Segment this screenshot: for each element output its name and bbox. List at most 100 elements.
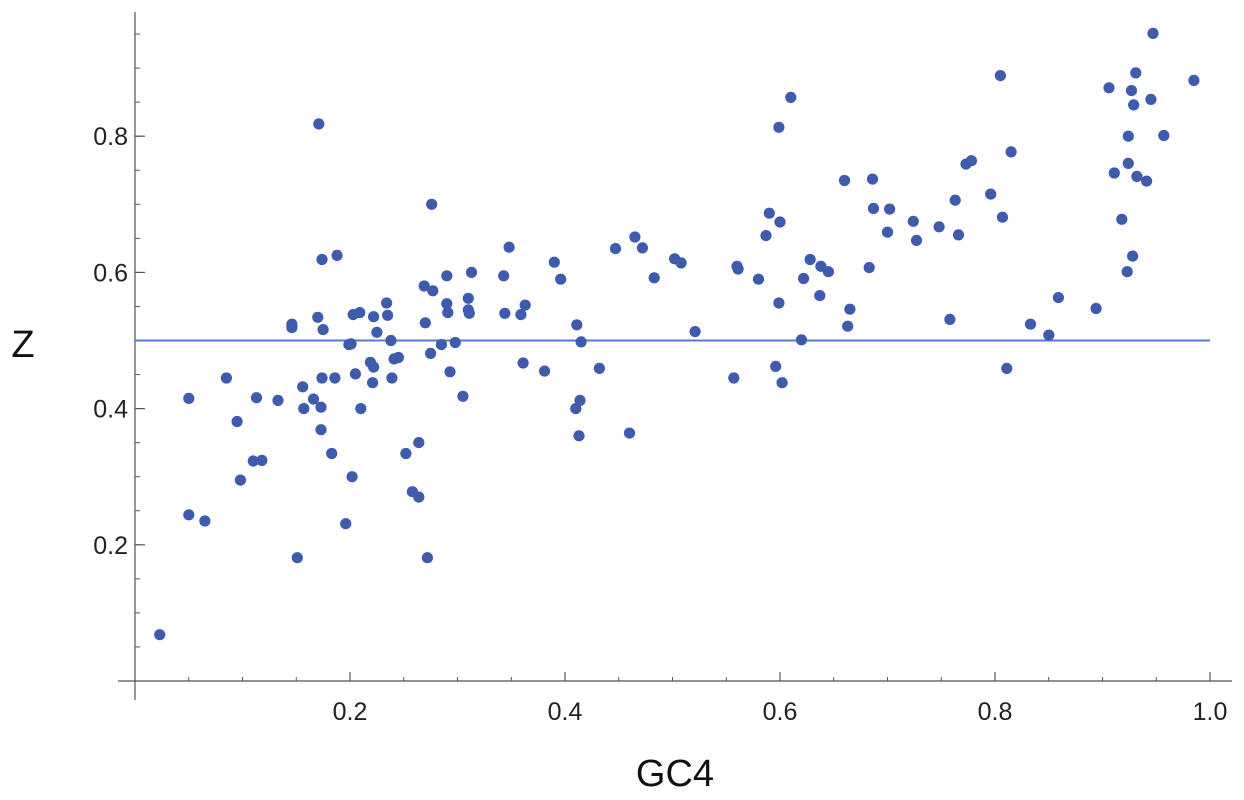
data-point: [1147, 27, 1159, 39]
y-tick-label: 0.4: [93, 396, 128, 424]
data-point: [331, 249, 343, 261]
data-point: [426, 198, 438, 210]
data-point: [636, 242, 649, 254]
data-point: [199, 515, 211, 527]
data-point: [985, 188, 997, 200]
data-point: [499, 307, 511, 319]
data-point: [316, 372, 328, 384]
data-point: [773, 121, 785, 133]
data-point: [354, 307, 366, 319]
data-point: [798, 272, 810, 285]
data-point: [183, 392, 195, 404]
data-point: [298, 403, 310, 415]
data-point: [774, 216, 786, 228]
data-point: [421, 552, 433, 564]
data-point: [435, 339, 447, 351]
data-point: [462, 292, 474, 304]
data-point: [629, 231, 641, 243]
data-point: [949, 194, 961, 206]
data-point: [442, 307, 454, 319]
data-point: [752, 273, 765, 285]
x-tick-label: 0.2: [333, 698, 368, 726]
data-point: [863, 262, 875, 274]
data-point: [346, 471, 358, 483]
data-point: [312, 311, 324, 323]
data-point: [1131, 170, 1143, 182]
data-point: [785, 91, 797, 103]
data-point: [944, 313, 956, 325]
data-point: [760, 230, 772, 242]
data-point: [1188, 74, 1200, 86]
data-point: [867, 202, 880, 214]
data-point: [444, 366, 456, 378]
data-point: [345, 338, 357, 350]
data-point: [498, 270, 510, 282]
data-point: [272, 394, 284, 406]
data-point: [517, 357, 529, 369]
data-point: [728, 372, 740, 384]
data-point: [571, 319, 583, 331]
data-point: [355, 403, 367, 415]
x-tick-label: 0.4: [548, 698, 583, 726]
data-point: [593, 362, 606, 374]
data-point: [419, 317, 431, 329]
data-point: [329, 372, 341, 384]
data-point: [367, 377, 379, 389]
data-point: [368, 361, 380, 373]
data-point: [555, 273, 567, 285]
data-point: [427, 285, 439, 297]
data-point: [400, 447, 412, 460]
data-point: [822, 266, 835, 278]
data-point: [371, 326, 383, 338]
y-axis-title: Z: [11, 324, 34, 366]
data-point: [413, 491, 425, 503]
data-point: [349, 368, 361, 380]
data-point: [838, 174, 851, 187]
data-point: [326, 447, 338, 460]
data-point: [519, 299, 531, 311]
data-point: [465, 266, 478, 278]
data-point: [503, 241, 515, 253]
data-point: [732, 263, 744, 275]
data-point: [776, 377, 788, 389]
data-point: [317, 324, 329, 336]
y-tick-label: 0.2: [93, 532, 128, 560]
data-point: [609, 243, 622, 255]
data-point: [689, 326, 701, 338]
data-point: [1121, 266, 1133, 278]
data-point: [1052, 292, 1064, 304]
data-point: [256, 454, 268, 466]
data-point: [773, 297, 785, 309]
data-point: [291, 552, 303, 564]
data-point: [1130, 67, 1142, 79]
data-point: [231, 415, 243, 428]
data-point: [866, 173, 879, 185]
data-point: [804, 253, 816, 266]
data-point: [154, 629, 166, 641]
data-point: [441, 298, 453, 310]
data-point: [573, 430, 585, 442]
data-point: [413, 437, 425, 449]
data-point: [392, 351, 404, 364]
data-point: [1141, 175, 1153, 187]
data-point: [386, 372, 398, 384]
data-point: [234, 474, 246, 486]
data-point: [814, 290, 826, 302]
data-point: [316, 253, 328, 266]
data-point: [884, 203, 896, 215]
data-point: [315, 424, 327, 436]
data-point: [1108, 167, 1120, 179]
data-point: [648, 272, 660, 284]
data-point: [1127, 250, 1139, 262]
data-point: [368, 311, 380, 323]
data-point: [1158, 129, 1170, 142]
data-point: [449, 336, 461, 349]
y-tick-label: 0.8: [93, 123, 128, 151]
data-point: [418, 280, 430, 292]
data-point: [340, 518, 352, 530]
data-point: [548, 256, 560, 268]
data-point: [183, 509, 195, 521]
data-point: [844, 303, 856, 315]
data-point: [965, 155, 978, 167]
